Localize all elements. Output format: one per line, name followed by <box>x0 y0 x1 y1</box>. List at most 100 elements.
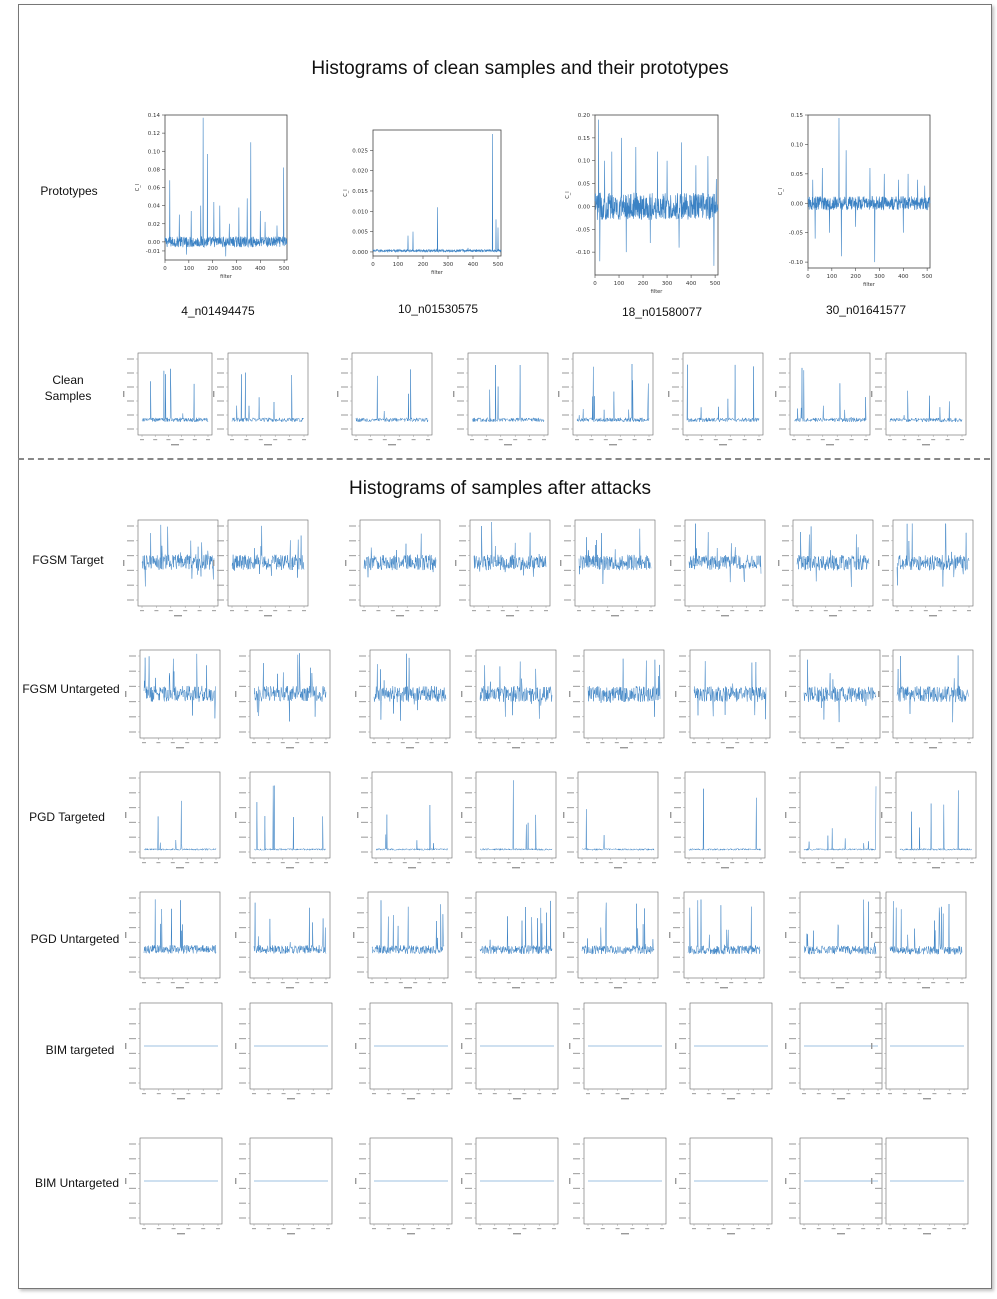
thumb-x-tick-label <box>506 742 511 744</box>
thumb-series-line <box>578 528 652 585</box>
thumb-frame <box>475 1002 559 1090</box>
thumb-y-tick-label <box>217 569 224 571</box>
thumb-x-tick-label <box>652 862 656 864</box>
thumb-y-tick-label <box>789 1023 796 1025</box>
thumb-y-tick-label <box>359 685 366 687</box>
thumb-series-line <box>254 785 327 852</box>
thumb-frame <box>574 519 656 607</box>
thumb-y-tick-label <box>129 836 136 838</box>
thumb-y-tick-label <box>679 1052 686 1054</box>
thumb-x-tick-label <box>166 439 171 441</box>
thumb-plot-bim-targeted-5 <box>569 1002 667 1100</box>
thumb-x-label <box>829 615 837 617</box>
thumb-y-tick-label <box>573 1023 580 1025</box>
thumb-x-tick-label <box>816 1228 821 1230</box>
thumb-y-tick-label <box>875 1082 882 1084</box>
thumb-frame <box>475 891 557 979</box>
thumb-y-tick-label <box>672 358 679 360</box>
x-tick-label: 500 <box>279 266 290 272</box>
thumb-x-tick-label <box>417 862 422 864</box>
thumb-y-tick-label <box>875 956 882 958</box>
thumb-x-label <box>513 1233 521 1235</box>
thumb-x-tick-label <box>214 862 218 864</box>
thumb-y-tick-label <box>789 1143 796 1145</box>
thumb-y-tick-label <box>239 701 246 703</box>
thumb-y-tick-label <box>239 1158 246 1160</box>
thumb-y-tick-label <box>217 540 224 542</box>
thumb-y-tick-label <box>573 1173 580 1175</box>
thumb-plot-pgd-untgt-7 <box>785 891 881 989</box>
thumb-x-tick-label <box>521 862 526 864</box>
thumb-y-tick-label <box>129 1202 136 1204</box>
thumb-y-tick-label <box>674 821 681 823</box>
thumb-y-tick-label <box>875 428 882 430</box>
thumb-x-label <box>620 747 628 749</box>
thumb-y-tick-label <box>459 569 466 571</box>
thumb-y-tick-label <box>129 1173 136 1175</box>
thumb-y-tick-label <box>129 1067 136 1069</box>
thumb-x-tick-label <box>142 1093 146 1095</box>
thumb-y-tick-label <box>239 1173 246 1175</box>
thumb-y-tick-label <box>129 1052 136 1054</box>
thumb-x-label <box>721 615 729 617</box>
x-tick-label: 400 <box>686 281 697 287</box>
thumb-y-tick-label <box>789 821 796 823</box>
thumb-frame <box>249 1002 333 1090</box>
thumb-y-label <box>569 1178 571 1184</box>
thumb-x-tick-label <box>645 1093 650 1095</box>
thumb-x-tick-label <box>372 1228 376 1230</box>
thumb-y-tick-label <box>465 851 472 853</box>
thumb-plot-bim-targeted-2 <box>235 1002 333 1100</box>
thumb-plot-bim-untgt-7 <box>785 1137 883 1235</box>
thumb-series-line <box>231 372 305 423</box>
thumb-y-tick-label <box>789 1038 796 1040</box>
thumb-x-label <box>836 867 844 869</box>
x-tick-label: 0 <box>593 281 597 287</box>
thumb-y-tick-label <box>359 1067 366 1069</box>
thumb-x-tick-label <box>658 742 662 744</box>
thumb-x-tick-label <box>492 982 497 984</box>
thumb-y-tick-label <box>349 584 356 586</box>
thumb-y-tick-label <box>672 414 679 416</box>
thumb-x-tick-label <box>859 982 864 984</box>
prototype-chart-1: -0.01 0.00 0.02 0.04 0.06 0.08 0.10 0.12 0.14 0 10… <box>135 113 290 280</box>
thumb-y-tick-label <box>562 400 569 402</box>
y-tick-label: 0.12 <box>148 131 160 137</box>
thumb-plot-fgsm-untgt-3 <box>355 649 451 749</box>
thumb-y-label <box>461 1043 463 1049</box>
thumb-y-tick-label <box>875 400 882 402</box>
thumb-y-tick-label <box>129 1158 136 1160</box>
thumb-y-tick-label <box>357 956 364 958</box>
thumb-y-tick-label <box>465 927 472 929</box>
thumb-y-label <box>337 391 339 397</box>
thumb-x-tick-label <box>478 1093 482 1095</box>
thumb-frame <box>367 891 449 979</box>
thumb-y-tick-label <box>465 1052 472 1054</box>
thumb-x-tick-label <box>874 982 878 984</box>
thumb-x-tick-label <box>802 982 806 984</box>
thumb-y-tick-label <box>789 897 796 899</box>
thumb-y-label <box>461 812 463 818</box>
thumb-x-tick-label <box>537 1093 542 1095</box>
thumb-y-tick-label <box>239 851 246 853</box>
thumb-x-tick-label <box>830 982 835 984</box>
thumb-x-tick-label <box>201 1228 206 1230</box>
thumb-x-tick-label <box>397 439 402 441</box>
thumb-y-tick-label <box>359 1008 366 1010</box>
thumb-y-tick-label <box>789 1158 796 1160</box>
thumb-x-tick-label <box>258 439 263 441</box>
thumb-y-tick-label <box>349 599 356 601</box>
thumb-plot-pgd-untgt-5 <box>563 891 659 989</box>
thumb-y-tick-label <box>239 971 246 973</box>
thumb-y-tick-label <box>875 1173 882 1175</box>
thumb-frame <box>895 771 977 859</box>
thumb-x-tick-label <box>529 610 534 612</box>
thumb-y-tick-label <box>779 428 786 430</box>
thumb-y-tick-label <box>127 372 134 374</box>
thumb-y-tick-label <box>129 897 136 899</box>
thumb-y-label <box>345 560 347 566</box>
thumb-x-tick-label <box>637 862 642 864</box>
thumb-y-tick-label <box>562 428 569 430</box>
thumb-plot-bim-targeted-8 <box>871 1002 969 1100</box>
thumb-x-tick-label <box>649 610 653 612</box>
